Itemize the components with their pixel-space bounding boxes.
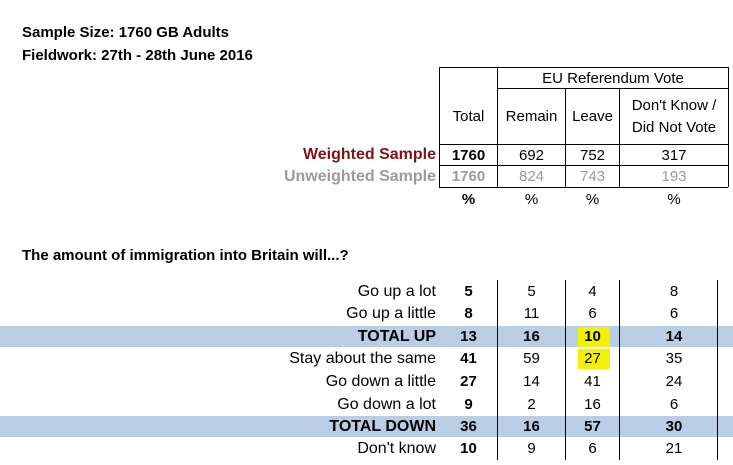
cell-go-up-a-lot-leave: 4: [588, 283, 597, 300]
col-header-remain: Remain: [505, 108, 558, 125]
cell-total-down-remain: 16: [523, 418, 540, 435]
fieldwork-text: Fieldwork: 27th - 28th June 2016: [22, 47, 253, 64]
cell-go-up-a-little-dont-know: 6: [669, 305, 679, 322]
unweighted-remain: 824: [518, 168, 545, 185]
row-label-don-t-know: Don't know: [357, 440, 436, 457]
highlight-total-up-leave: [578, 327, 610, 347]
results-divider-total: [497, 280, 498, 460]
cell-go-down-a-little-dont-know: 24: [665, 373, 683, 390]
unweighted-sample-label: Unweighted Sample: [283, 168, 436, 185]
cell-go-down-a-lot-dont-know: 6: [669, 396, 679, 413]
cell-go-up-a-little-leave: 6: [588, 305, 597, 322]
col-header-dont-know-line1: Don't Know /: [631, 96, 717, 114]
cell-don-t-know-dont-know: 21: [665, 440, 683, 457]
results-divider-leave: [619, 280, 620, 460]
results-divider-remain: [565, 280, 566, 460]
cell-stay-about-the-same-dont-know: 35: [665, 350, 683, 367]
cell-total-up-dont-know: 14: [665, 328, 683, 345]
unweighted-total: 1760: [451, 168, 486, 185]
cell-total-down-total: 36: [460, 418, 477, 435]
row-label-go-down-a-lot: Go down a lot: [337, 396, 436, 413]
percent-total: %: [461, 190, 476, 208]
weighted-sample-label: Weighted Sample: [302, 146, 436, 163]
cell-don-t-know-total: 10: [460, 440, 477, 457]
cell-go-up-a-lot-dont-know: 8: [669, 283, 679, 300]
percent-leave: %: [585, 190, 600, 208]
weighted-row-border: [439, 165, 728, 166]
unweighted-dont-know: 193: [661, 168, 687, 185]
cell-don-t-know-remain: 9: [527, 440, 536, 457]
highlight-stay-about-the-same-leave: [578, 349, 610, 369]
header-left-border: [439, 67, 440, 187]
weighted-dont-know: 317: [661, 146, 687, 164]
col-header-total: Total: [452, 108, 485, 125]
header-right-border: [728, 67, 729, 187]
cell-don-t-know-leave: 6: [588, 440, 597, 457]
sample-size-text: Sample Size: 1760 GB Adults: [22, 24, 230, 41]
header-divider-total: [497, 67, 498, 187]
cell-total-down-leave: 57: [584, 418, 601, 435]
cell-stay-about-the-same-leave: 27: [584, 350, 601, 367]
weighted-total: 1760: [451, 146, 486, 164]
cell-go-up-a-lot-remain: 5: [527, 283, 536, 300]
cell-stay-about-the-same-total: 41: [460, 350, 477, 367]
cell-go-down-a-lot-total: 9: [464, 396, 473, 413]
cell-total-down-dont-know: 30: [665, 418, 683, 435]
cell-stay-about-the-same-remain: 59: [523, 350, 540, 367]
cell-go-down-a-little-leave: 41: [584, 373, 601, 390]
header-bottom-border: [439, 144, 728, 145]
unweighted-row-border: [439, 187, 728, 188]
row-label-go-down-a-little: Go down a little: [325, 373, 436, 390]
row-label-total-up: TOTAL UP: [357, 328, 436, 345]
cell-go-up-a-little-total: 8: [464, 305, 473, 322]
eu-referendum-header: EU Referendum Vote: [542, 69, 684, 87]
header-divider-remain: [565, 88, 566, 187]
unweighted-leave: 743: [579, 168, 606, 185]
header-group-underline: [497, 88, 728, 89]
col-header-leave: Leave: [572, 108, 613, 125]
total-band-total-down: [0, 416, 733, 437]
cell-go-down-a-lot-remain: 2: [527, 396, 536, 413]
percent-remain: %: [524, 190, 539, 208]
col-header-dont-know-line2: Did Not Vote: [631, 118, 717, 136]
total-band-total-up: [0, 326, 733, 347]
results-right-edge: [717, 280, 718, 460]
weighted-remain: 692: [518, 146, 545, 164]
row-label-stay-about-the-same: Stay about the same: [289, 350, 436, 367]
row-label-go-up-a-lot: Go up a lot: [357, 283, 436, 300]
cell-go-up-a-lot-total: 5: [464, 283, 473, 300]
percent-dont-know: %: [667, 190, 681, 208]
cell-go-down-a-little-total: 27: [460, 373, 477, 390]
cell-total-up-leave: 10: [584, 328, 601, 345]
cell-go-down-a-little-remain: 14: [523, 373, 540, 390]
header-divider-leave: [619, 88, 620, 187]
cell-go-up-a-little-remain: 11: [523, 305, 540, 322]
cell-total-up-remain: 16: [523, 328, 540, 345]
weighted-leave: 752: [579, 146, 606, 164]
cell-total-up-total: 13: [460, 328, 477, 345]
row-label-go-up-a-little: Go up a little: [346, 305, 436, 322]
cell-go-down-a-lot-leave: 16: [584, 396, 601, 413]
header-top-border: [439, 67, 728, 68]
question-text: The amount of immigration into Britain w…: [22, 247, 349, 264]
col-header-dont-know: Don't Know / Did Not Vote: [620, 89, 728, 144]
row-label-total-down: TOTAL DOWN: [329, 418, 436, 435]
